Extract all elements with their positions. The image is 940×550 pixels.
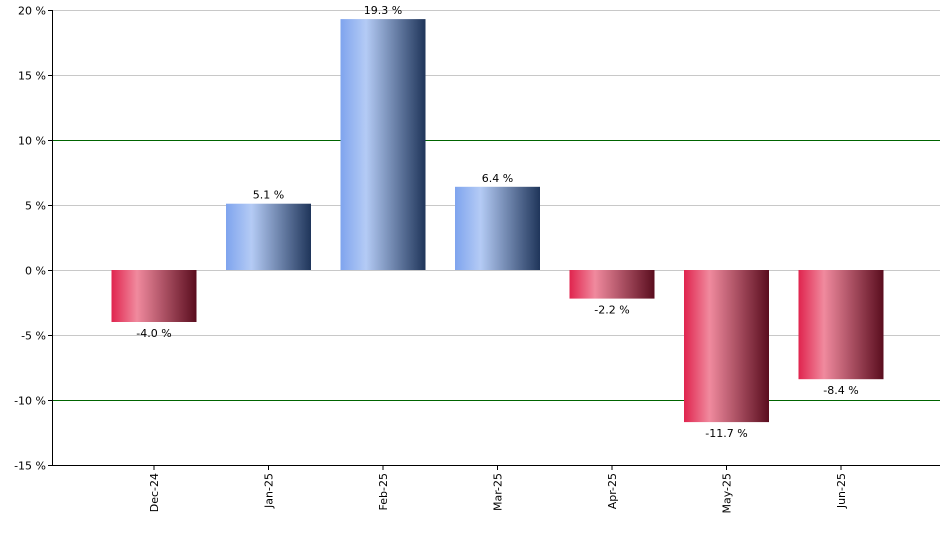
y-tick-label: 20 % bbox=[18, 5, 46, 18]
bar-Dec-24 bbox=[111, 270, 197, 322]
x-tick-label-Feb-25: Feb-25 bbox=[377, 473, 390, 510]
bar-Jun-25 bbox=[798, 270, 884, 380]
data-label-Mar-25: 6.4 % bbox=[482, 172, 513, 185]
data-label-Jun-25: -8.4 % bbox=[823, 384, 858, 397]
y-tick-label: 5 % bbox=[25, 200, 46, 213]
bar-Jan-25 bbox=[226, 203, 311, 270]
bars bbox=[111, 19, 884, 423]
x-tick-label-Jun-25: Jun-25 bbox=[835, 473, 848, 509]
x-tick-label-Dec-24: Dec-24 bbox=[148, 473, 161, 512]
y-tick-label: -5 % bbox=[21, 330, 46, 343]
bar-Feb-25 bbox=[340, 19, 426, 270]
y-tick-label: 10 % bbox=[18, 135, 46, 148]
data-label-Feb-25: 19.3 % bbox=[364, 4, 402, 17]
labels: 20 % 15 % 10 % 5 % 0 % -5 % -10 % -15 % -4.0 % De… bbox=[14, 4, 859, 513]
bar-Mar-25 bbox=[455, 186, 540, 270]
data-label-May-25: -11.7 % bbox=[705, 427, 747, 440]
x-tick-label-May-25: May-25 bbox=[721, 473, 734, 514]
x-tick-label-Jan-25: Jan-25 bbox=[263, 473, 276, 509]
axes bbox=[48, 10, 940, 470]
y-tick-label: -15 % bbox=[14, 460, 46, 473]
y-tick-label: 15 % bbox=[18, 70, 46, 83]
data-label-Jan-25: 5.1 % bbox=[253, 189, 284, 202]
bar-Apr-25 bbox=[569, 270, 655, 299]
x-tick-label-Mar-25: Mar-25 bbox=[492, 473, 505, 511]
data-label-Dec-24: -4.0 % bbox=[136, 327, 171, 340]
x-tick-label-Apr-25: Apr-25 bbox=[606, 473, 619, 509]
y-tick-label: 0 % bbox=[25, 265, 46, 278]
y-tick-label: -10 % bbox=[14, 395, 46, 408]
data-label-Apr-25: -2.2 % bbox=[594, 304, 629, 317]
gridlines bbox=[52, 10, 940, 466]
bar-May-25 bbox=[684, 270, 769, 423]
